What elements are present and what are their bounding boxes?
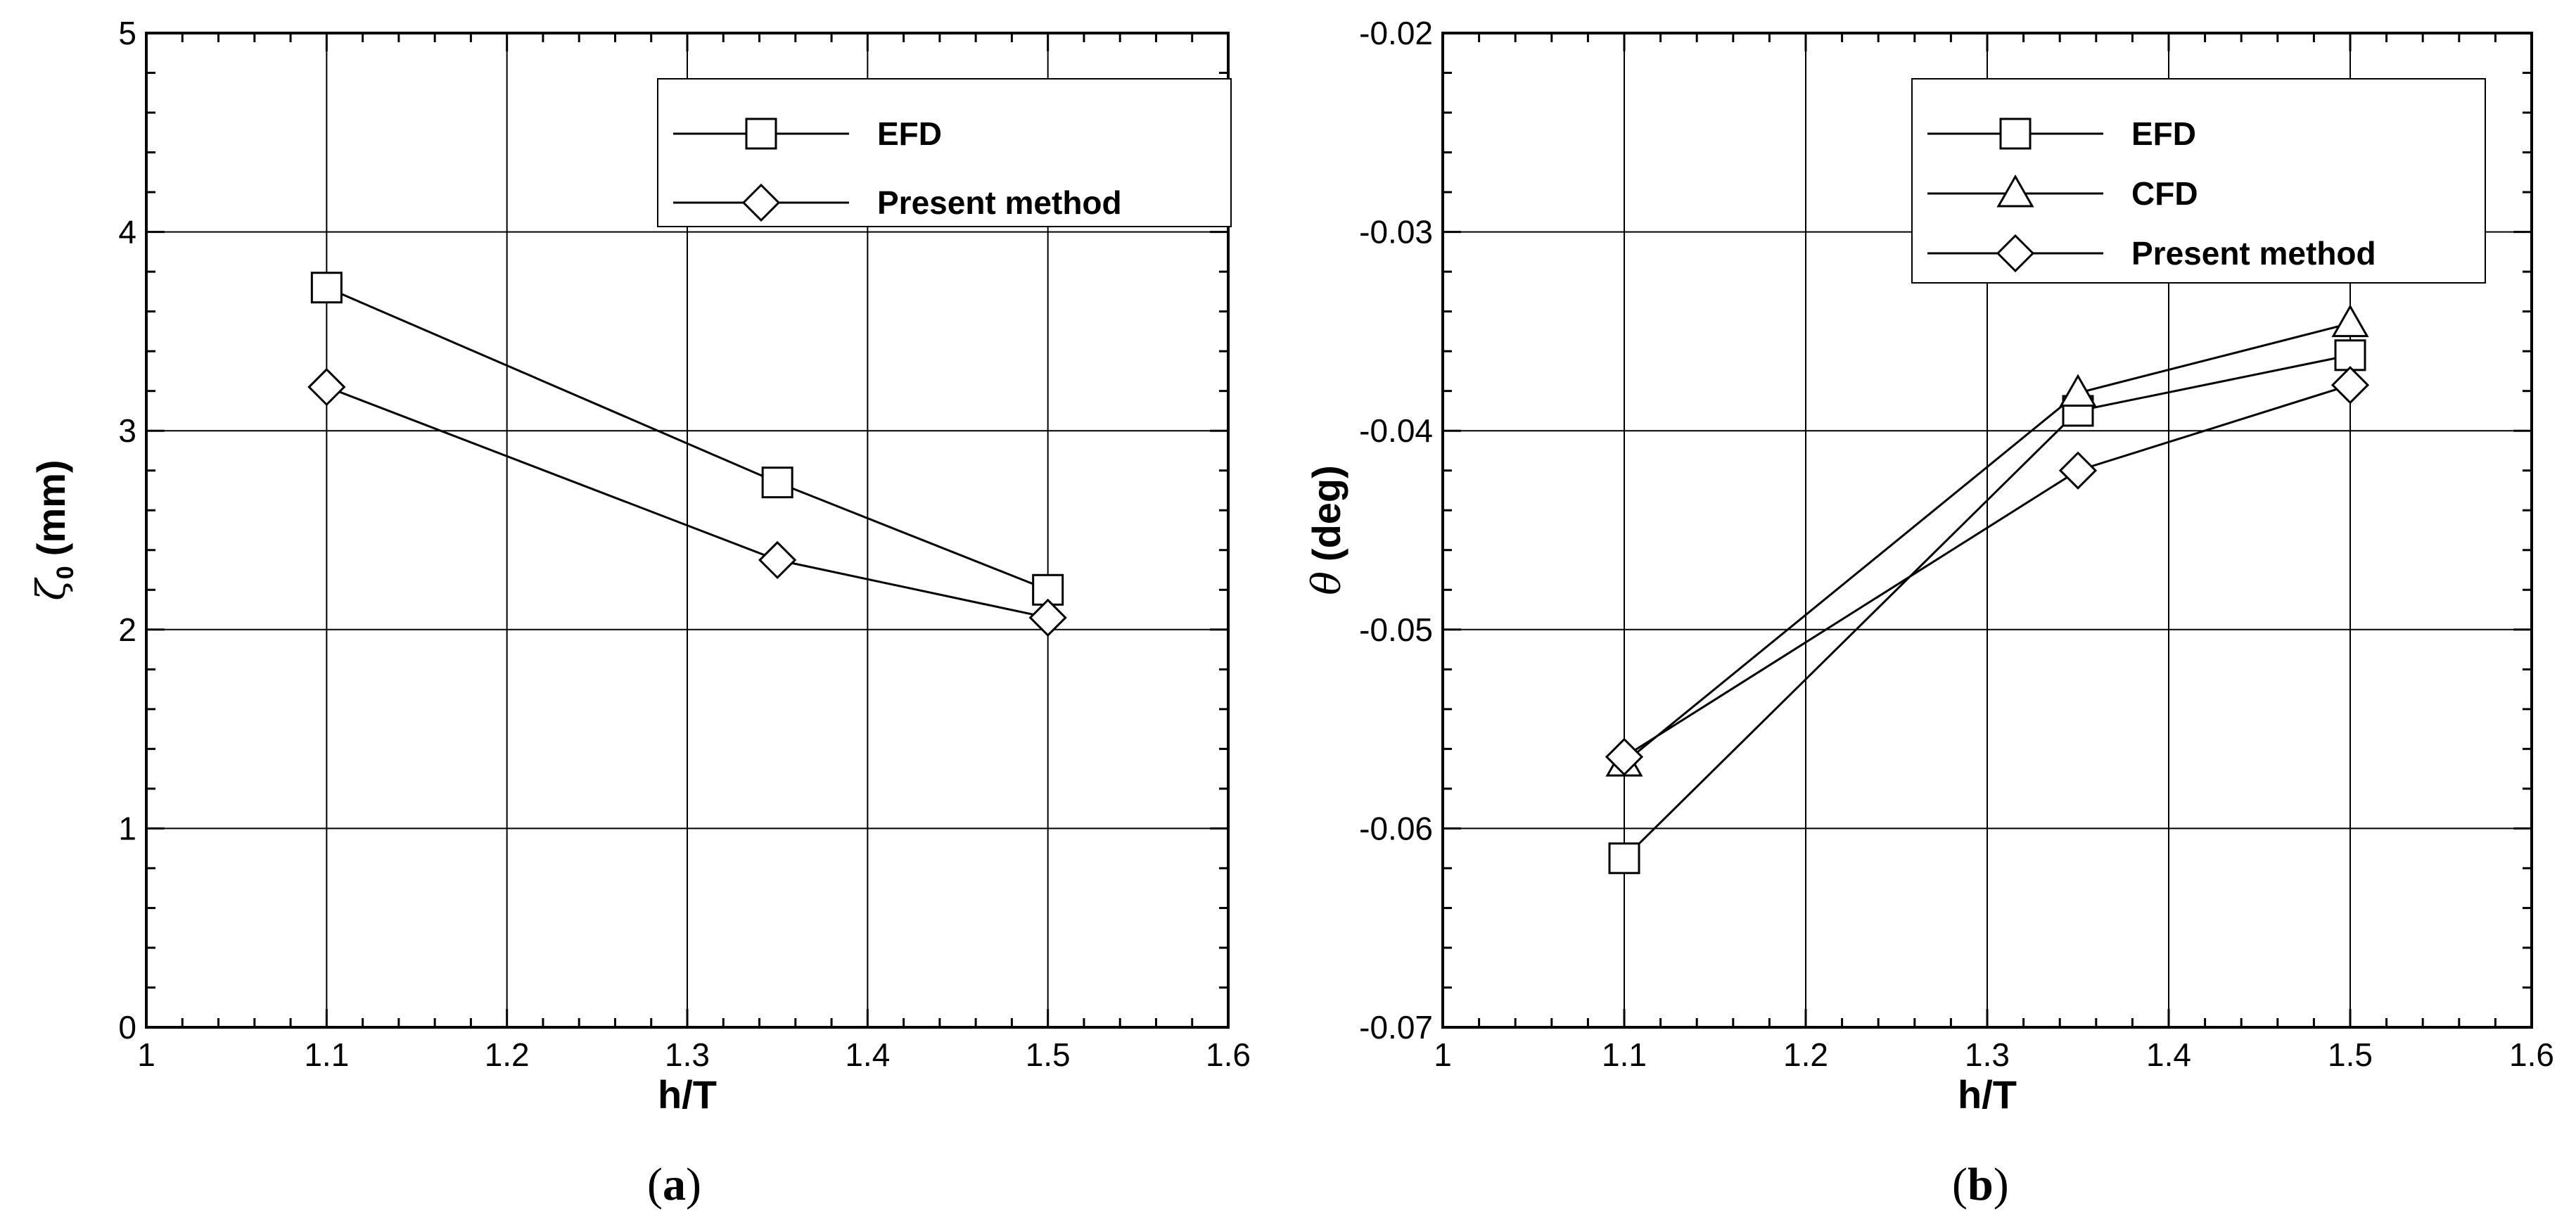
x-tick-label: 1.6 bbox=[1206, 1036, 1251, 1073]
data-point-cfd bbox=[2331, 304, 2369, 338]
data-point-cfd bbox=[2059, 374, 2097, 407]
y-tick-label: -0.05 bbox=[1359, 611, 1433, 648]
y-axis-title: ζ0 (mm) bbox=[29, 459, 79, 600]
panel-label-letter: a bbox=[663, 1159, 686, 1210]
data-point-efd bbox=[2334, 339, 2366, 372]
y-axis-unit: (mm) bbox=[29, 459, 73, 556]
x-tick-label: 1.5 bbox=[1026, 1036, 1071, 1073]
data-point-efd bbox=[310, 272, 343, 304]
x-tick-label: 1.3 bbox=[665, 1036, 710, 1073]
legend-label: Present method bbox=[877, 184, 1122, 221]
panel-label: (a) bbox=[647, 1159, 701, 1210]
y-tick-label: -0.07 bbox=[1359, 1009, 1433, 1046]
y-axis-subscript: 0 bbox=[52, 566, 79, 579]
legend-marker bbox=[745, 118, 777, 150]
x-tick-label: 1.6 bbox=[2509, 1036, 2554, 1073]
x-axis-title: h/T bbox=[658, 1072, 717, 1117]
y-tick-label: 3 bbox=[118, 412, 136, 449]
data-point-present-method bbox=[1028, 598, 1067, 637]
data-point-present-method bbox=[2330, 366, 2370, 405]
chart-panel-b: 1 1.1 1.2 1.3 1.4 1.5 1.6 -0.07 -0.06 -0.05 -0.04 -… bbox=[1304, 15, 2554, 1210]
legend-marker bbox=[1996, 174, 2034, 208]
y-axis-symbol: θ bbox=[1304, 571, 1350, 595]
legend-marker bbox=[1999, 118, 2032, 150]
x-tick-label: 1.2 bbox=[1783, 1036, 1828, 1073]
x-tick-label: 1.2 bbox=[485, 1036, 530, 1073]
x-tick-label: 1.4 bbox=[845, 1036, 890, 1073]
y-tick-label: 4 bbox=[118, 214, 136, 250]
legend-label: Present method bbox=[2131, 235, 2376, 272]
y-tick-label: -0.02 bbox=[1359, 15, 1433, 51]
x-tick-label: 1.1 bbox=[304, 1036, 349, 1073]
legend-label: EFD bbox=[2131, 115, 2196, 152]
chart-panel-a: 1 1.1 1.2 1.3 1.4 1.5 1.6012345h/Tζ0(mm)EFDPre… bbox=[29, 15, 1251, 1210]
panel-label: (b) bbox=[1952, 1159, 2009, 1210]
panel-label-open-paren: ( bbox=[1952, 1159, 1968, 1210]
y-tick-label: -0.04 bbox=[1359, 412, 1433, 449]
y-axis-symbol: ζ bbox=[29, 577, 75, 601]
x-tick-label: 1 bbox=[1434, 1036, 1452, 1073]
legend-label: EFD bbox=[877, 115, 942, 152]
y-axis-unit: (deg) bbox=[1304, 465, 1348, 561]
plot-frame bbox=[1441, 32, 2533, 1029]
data-point-efd bbox=[1608, 842, 1640, 875]
y-tick-label: -0.03 bbox=[1359, 214, 1433, 250]
x-tick-label: 1.3 bbox=[1965, 1036, 2010, 1073]
y-tick-label: 0 bbox=[118, 1009, 136, 1046]
data-point-present-method bbox=[307, 367, 346, 407]
panel-label-close-paren: ) bbox=[1994, 1159, 2009, 1210]
plot-frame bbox=[145, 32, 1230, 1029]
data-point-present-method bbox=[758, 540, 797, 580]
x-tick-label: 1 bbox=[137, 1036, 155, 1073]
panel-label-letter: b bbox=[1968, 1159, 1994, 1210]
x-axis-title: h/T bbox=[1958, 1072, 2017, 1117]
data-point-efd bbox=[761, 466, 793, 499]
panel-label-close-paren: ) bbox=[686, 1159, 701, 1210]
y-tick-label: 2 bbox=[118, 611, 136, 648]
data-point-present-method bbox=[1605, 737, 1644, 776]
y-tick-label: 5 bbox=[118, 15, 136, 51]
x-tick-label: 1.1 bbox=[1602, 1036, 1647, 1073]
y-axis-title: θ (deg) bbox=[1304, 465, 1350, 595]
legend-label: CFD bbox=[2131, 175, 2198, 212]
legend-marker bbox=[741, 183, 781, 222]
x-tick-label: 1.4 bbox=[2146, 1036, 2191, 1073]
x-tick-label: 1.5 bbox=[2328, 1036, 2373, 1073]
y-tick-label: -0.06 bbox=[1359, 810, 1433, 846]
legend-marker bbox=[1996, 234, 2035, 273]
data-point-present-method bbox=[2058, 451, 2098, 490]
y-tick-label: 1 bbox=[118, 810, 136, 846]
panel-label-open-paren: ( bbox=[647, 1159, 663, 1210]
